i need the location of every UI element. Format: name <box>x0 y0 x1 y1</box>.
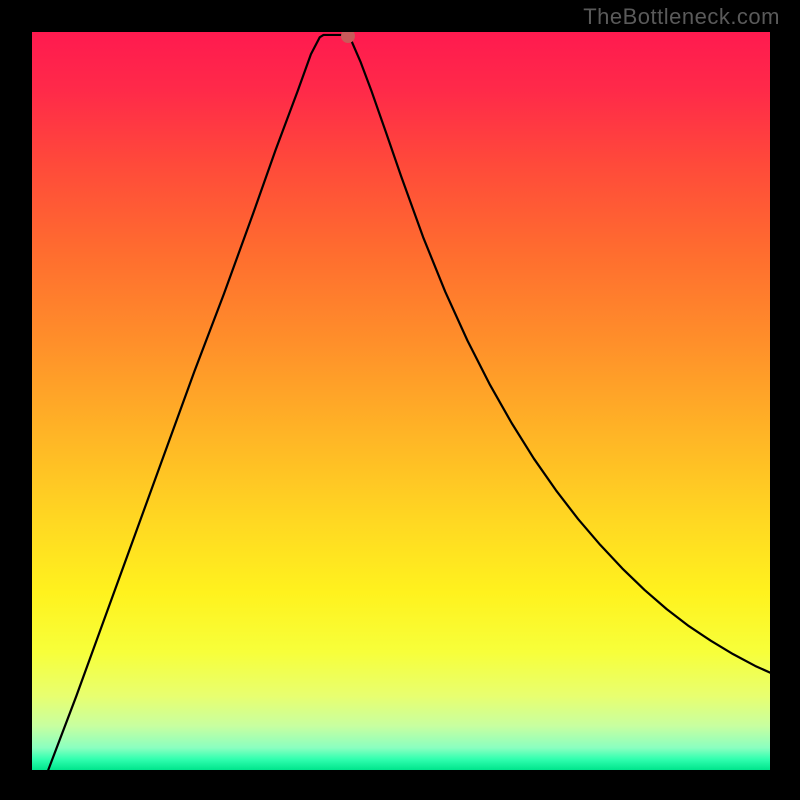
bottleneck-curve <box>32 32 770 770</box>
watermark-text: TheBottleneck.com <box>583 4 780 30</box>
plot-area <box>32 32 770 770</box>
